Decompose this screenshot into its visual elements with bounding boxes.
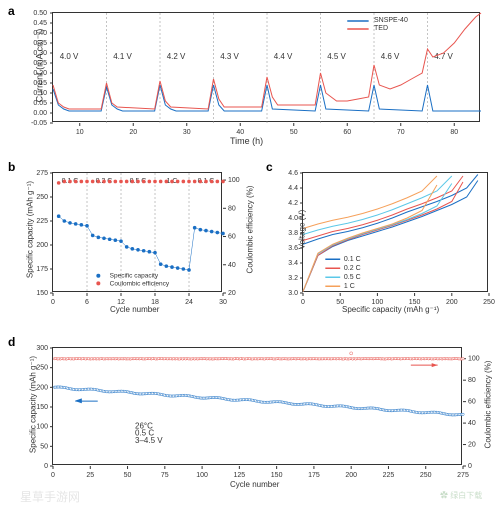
- panel-b: b 06121824301501752002252502752040608010…: [0, 160, 260, 320]
- svg-text:275: 275: [457, 472, 469, 479]
- svg-text:200: 200: [36, 384, 48, 391]
- panel-c-ylabel: Voltage (V): [298, 180, 307, 280]
- svg-text:150: 150: [271, 472, 283, 479]
- svg-text:TED: TED: [374, 25, 388, 32]
- panel-b-ylabel-left: Specific capacity (mAh g⁻¹): [26, 170, 35, 290]
- svg-text:4.0 V: 4.0 V: [60, 52, 79, 61]
- svg-text:30: 30: [219, 299, 227, 306]
- svg-text:20: 20: [129, 129, 137, 136]
- svg-text:4.3 V: 4.3 V: [220, 52, 239, 61]
- svg-text:60: 60: [228, 234, 236, 241]
- svg-text:150: 150: [36, 290, 48, 297]
- svg-text:80: 80: [228, 205, 236, 212]
- svg-text:SNSPE-40: SNSPE-40: [374, 17, 408, 24]
- svg-text:10: 10: [76, 129, 84, 136]
- panel-d-xlabel: Cycle number: [230, 480, 279, 489]
- panel-b-xlabel: Cycle number: [110, 305, 159, 314]
- panel-c-chart: 0501001502002503.03.23.43.63.84.04.24.44…: [302, 172, 488, 292]
- svg-text:1 C: 1 C: [344, 283, 355, 290]
- svg-text:100: 100: [36, 424, 48, 431]
- svg-text:Specific capacity: Specific capacity: [110, 273, 159, 280]
- svg-text:4.6: 4.6: [288, 170, 298, 177]
- svg-text:80: 80: [468, 377, 476, 384]
- panel-b-ylabel-right: Coulombic efficiency (%): [246, 170, 255, 290]
- svg-text:4.6 V: 4.6 V: [381, 52, 400, 61]
- svg-text:150: 150: [36, 404, 48, 411]
- panel-a-xlabel: Time (h): [230, 136, 263, 146]
- svg-text:275: 275: [36, 170, 48, 177]
- svg-text:125: 125: [234, 472, 246, 479]
- svg-text:50: 50: [40, 443, 48, 450]
- watermark-cn: 星草手游网: [20, 488, 80, 505]
- svg-text:30: 30: [183, 129, 191, 136]
- panel-a: a 1020304050607080-0.050.000.050.100.150…: [0, 0, 500, 150]
- svg-text:4.4 V: 4.4 V: [274, 52, 293, 61]
- svg-text:225: 225: [383, 472, 395, 479]
- svg-text:25: 25: [86, 472, 94, 479]
- svg-text:250: 250: [420, 472, 432, 479]
- svg-text:250: 250: [36, 194, 48, 201]
- svg-text:0: 0: [51, 299, 55, 306]
- svg-text:100: 100: [196, 472, 208, 479]
- panel-a-ylabel: Current (mA cm⁻²): [35, 11, 46, 121]
- panel-d: d 02550751001251501752002252502750501001…: [0, 335, 500, 495]
- svg-text:50: 50: [290, 129, 298, 136]
- svg-text:60: 60: [343, 129, 351, 136]
- svg-text:200: 200: [446, 299, 458, 306]
- svg-text:200: 200: [345, 472, 357, 479]
- svg-text:175: 175: [36, 266, 48, 273]
- svg-text:250: 250: [36, 365, 48, 372]
- svg-text:0: 0: [468, 463, 472, 470]
- svg-text:0: 0: [44, 463, 48, 470]
- svg-text:0.1 C: 0.1 C: [344, 256, 361, 263]
- svg-text:0: 0: [301, 299, 305, 306]
- svg-text:70: 70: [397, 129, 405, 136]
- panel-c-label: c: [266, 160, 273, 174]
- watermark-logo: ✿ 绿白下载: [440, 490, 482, 501]
- svg-text:100: 100: [468, 356, 480, 363]
- svg-text:6: 6: [85, 299, 89, 306]
- svg-text:60: 60: [468, 399, 476, 406]
- svg-text:3.0: 3.0: [288, 290, 298, 297]
- panel-a-label: a: [8, 4, 15, 18]
- svg-text:40: 40: [236, 129, 244, 136]
- svg-text:80: 80: [450, 129, 458, 136]
- svg-text:200: 200: [36, 242, 48, 249]
- svg-text:40: 40: [228, 262, 236, 269]
- svg-text:24: 24: [185, 299, 193, 306]
- panel-d-chart: 0255075100125150175200225250275050100150…: [52, 347, 462, 465]
- svg-text:75: 75: [161, 472, 169, 479]
- panel-d-ylabel-left: Specific capacity (mAh g⁻¹): [29, 345, 38, 465]
- panel-d-label: d: [8, 335, 15, 349]
- svg-text:225: 225: [36, 218, 48, 225]
- svg-text:-0.05: -0.05: [31, 120, 47, 127]
- svg-text:250: 250: [483, 299, 495, 306]
- svg-text:4.2 V: 4.2 V: [167, 52, 186, 61]
- panel-a-chart: 1020304050607080-0.050.000.050.100.150.2…: [52, 12, 480, 122]
- svg-text:50: 50: [124, 472, 132, 479]
- svg-text:4.1 V: 4.1 V: [113, 52, 132, 61]
- svg-text:175: 175: [308, 472, 320, 479]
- svg-text:0: 0: [51, 472, 55, 479]
- panel-b-chart: 0612182430150175200225250275204060801000…: [52, 172, 222, 292]
- panel-d-svg: 0255075100125150175200225250275050100150…: [53, 348, 463, 466]
- svg-text:20: 20: [468, 442, 476, 449]
- svg-text:20: 20: [228, 290, 236, 297]
- panel-d-ylabel-right: Coulombic efficiency (%): [484, 345, 493, 465]
- panel-b-svg: 0612182430150175200225250275204060801000…: [53, 173, 223, 293]
- svg-text:40: 40: [468, 420, 476, 427]
- svg-text:300: 300: [36, 345, 48, 352]
- svg-text:Coulombic efficiency: Coulombic efficiency: [110, 280, 170, 287]
- svg-text:0.5 C: 0.5 C: [344, 274, 361, 281]
- panel-c-svg: 0501001502002503.03.23.43.63.84.04.24.44…: [303, 173, 489, 293]
- svg-text:100: 100: [228, 177, 240, 184]
- panel-b-label: b: [8, 160, 15, 174]
- svg-text:3–4.5 V: 3–4.5 V: [135, 436, 163, 445]
- svg-text:0.2 C: 0.2 C: [344, 265, 361, 272]
- svg-text:4.5 V: 4.5 V: [327, 52, 346, 61]
- panel-a-svg: 1020304050607080-0.050.000.050.100.150.2…: [53, 13, 481, 123]
- panel-c-xlabel: Specific capacity (mAh g⁻¹): [342, 305, 439, 314]
- panel-c: c 0501001502002503.03.23.43.63.84.04.24.…: [262, 160, 500, 320]
